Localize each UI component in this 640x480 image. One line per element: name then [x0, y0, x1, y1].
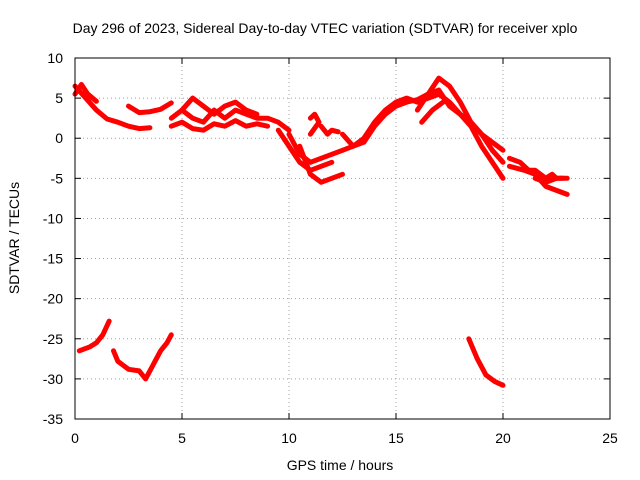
- y-tick-labels: 10 5 0 -5 -10 -15 -20 -25 -30 -35: [43, 50, 63, 427]
- y-tick-label: -5: [51, 170, 64, 186]
- x-axis-label: GPS time / hours: [287, 457, 394, 473]
- series-arc-3: [126, 100, 174, 116]
- y-tick-label: -25: [43, 331, 63, 347]
- grid: [75, 58, 610, 419]
- series-arc-5: [168, 118, 271, 133]
- series-arc-20: [111, 332, 174, 382]
- x-tick-label: 10: [281, 430, 297, 446]
- ticks: [74, 57, 611, 420]
- series-arc-9: [297, 143, 345, 185]
- series-arc-10: [307, 111, 322, 137]
- series-arc-4: [168, 107, 292, 133]
- series-arc-18: [532, 175, 570, 185]
- chart-title: Day 296 of 2023, Sidereal Day-to-day VTE…: [73, 20, 578, 36]
- series-arc-8: [286, 91, 442, 165]
- series-arc-1: [72, 83, 153, 132]
- y-tick-label: 5: [55, 90, 63, 106]
- y-tick-label: -30: [43, 371, 63, 387]
- series-arc-15: [419, 99, 446, 125]
- plot-frame: [74, 57, 611, 420]
- y-axis-label: SDTVAR / TECUs: [6, 182, 22, 294]
- series-arc-21: [466, 336, 506, 388]
- y-tick-label: -35: [43, 411, 63, 427]
- series-arc-6: [179, 95, 260, 117]
- y-tick-label: 0: [55, 130, 63, 146]
- x-tick-label: 15: [388, 430, 404, 446]
- series-arc-14: [425, 91, 506, 181]
- y-tick-label: -15: [43, 251, 63, 267]
- x-tick-label: 20: [495, 430, 511, 446]
- series-arc-11: [318, 123, 341, 137]
- x-tick-label: 0: [71, 430, 79, 446]
- data-series: [72, 75, 570, 388]
- series-arc-19: [76, 318, 112, 354]
- y-tick-label: -10: [43, 210, 63, 226]
- y-tick-label: 10: [47, 50, 63, 66]
- x-tick-label: 25: [602, 430, 618, 446]
- x-tick-label: 5: [178, 430, 186, 446]
- series-arc-13: [414, 75, 506, 153]
- y-tick-label: -20: [43, 291, 63, 307]
- x-tick-labels: 0 5 10 15 20 25: [71, 430, 618, 446]
- series-arc-2: [72, 82, 99, 104]
